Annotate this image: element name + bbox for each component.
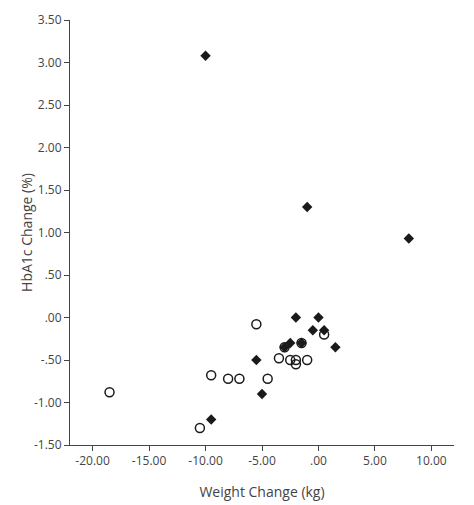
svg-text:-1.50: -1.50: [34, 436, 62, 453]
svg-text:-1.00: -1.00: [34, 394, 62, 411]
svg-text:.00: .00: [310, 452, 327, 469]
svg-text:-.50: -.50: [41, 351, 62, 368]
svg-text:3.00: 3.00: [38, 54, 62, 71]
svg-text:HbA1c Change (%): HbA1c Change (%): [17, 173, 36, 292]
svg-text:1.00: 1.00: [38, 224, 62, 241]
svg-text:-10.00: -10.00: [188, 452, 223, 469]
svg-text:3.50: 3.50: [38, 11, 62, 28]
svg-text:.00: .00: [45, 309, 62, 326]
svg-text:10.00: 10.00: [416, 452, 447, 469]
svg-text:1.50: 1.50: [38, 181, 62, 198]
svg-text:-15.00: -15.00: [132, 452, 167, 469]
svg-text:2.00: 2.00: [38, 139, 62, 156]
svg-text:-5.00: -5.00: [248, 452, 276, 469]
svg-text:.50: .50: [45, 266, 62, 283]
svg-text:2.50: 2.50: [38, 96, 62, 113]
svg-text:5.00: 5.00: [363, 452, 387, 469]
svg-text:Weight Change (kg): Weight Change (kg): [199, 482, 324, 501]
svg-text:-20.00: -20.00: [75, 452, 110, 469]
